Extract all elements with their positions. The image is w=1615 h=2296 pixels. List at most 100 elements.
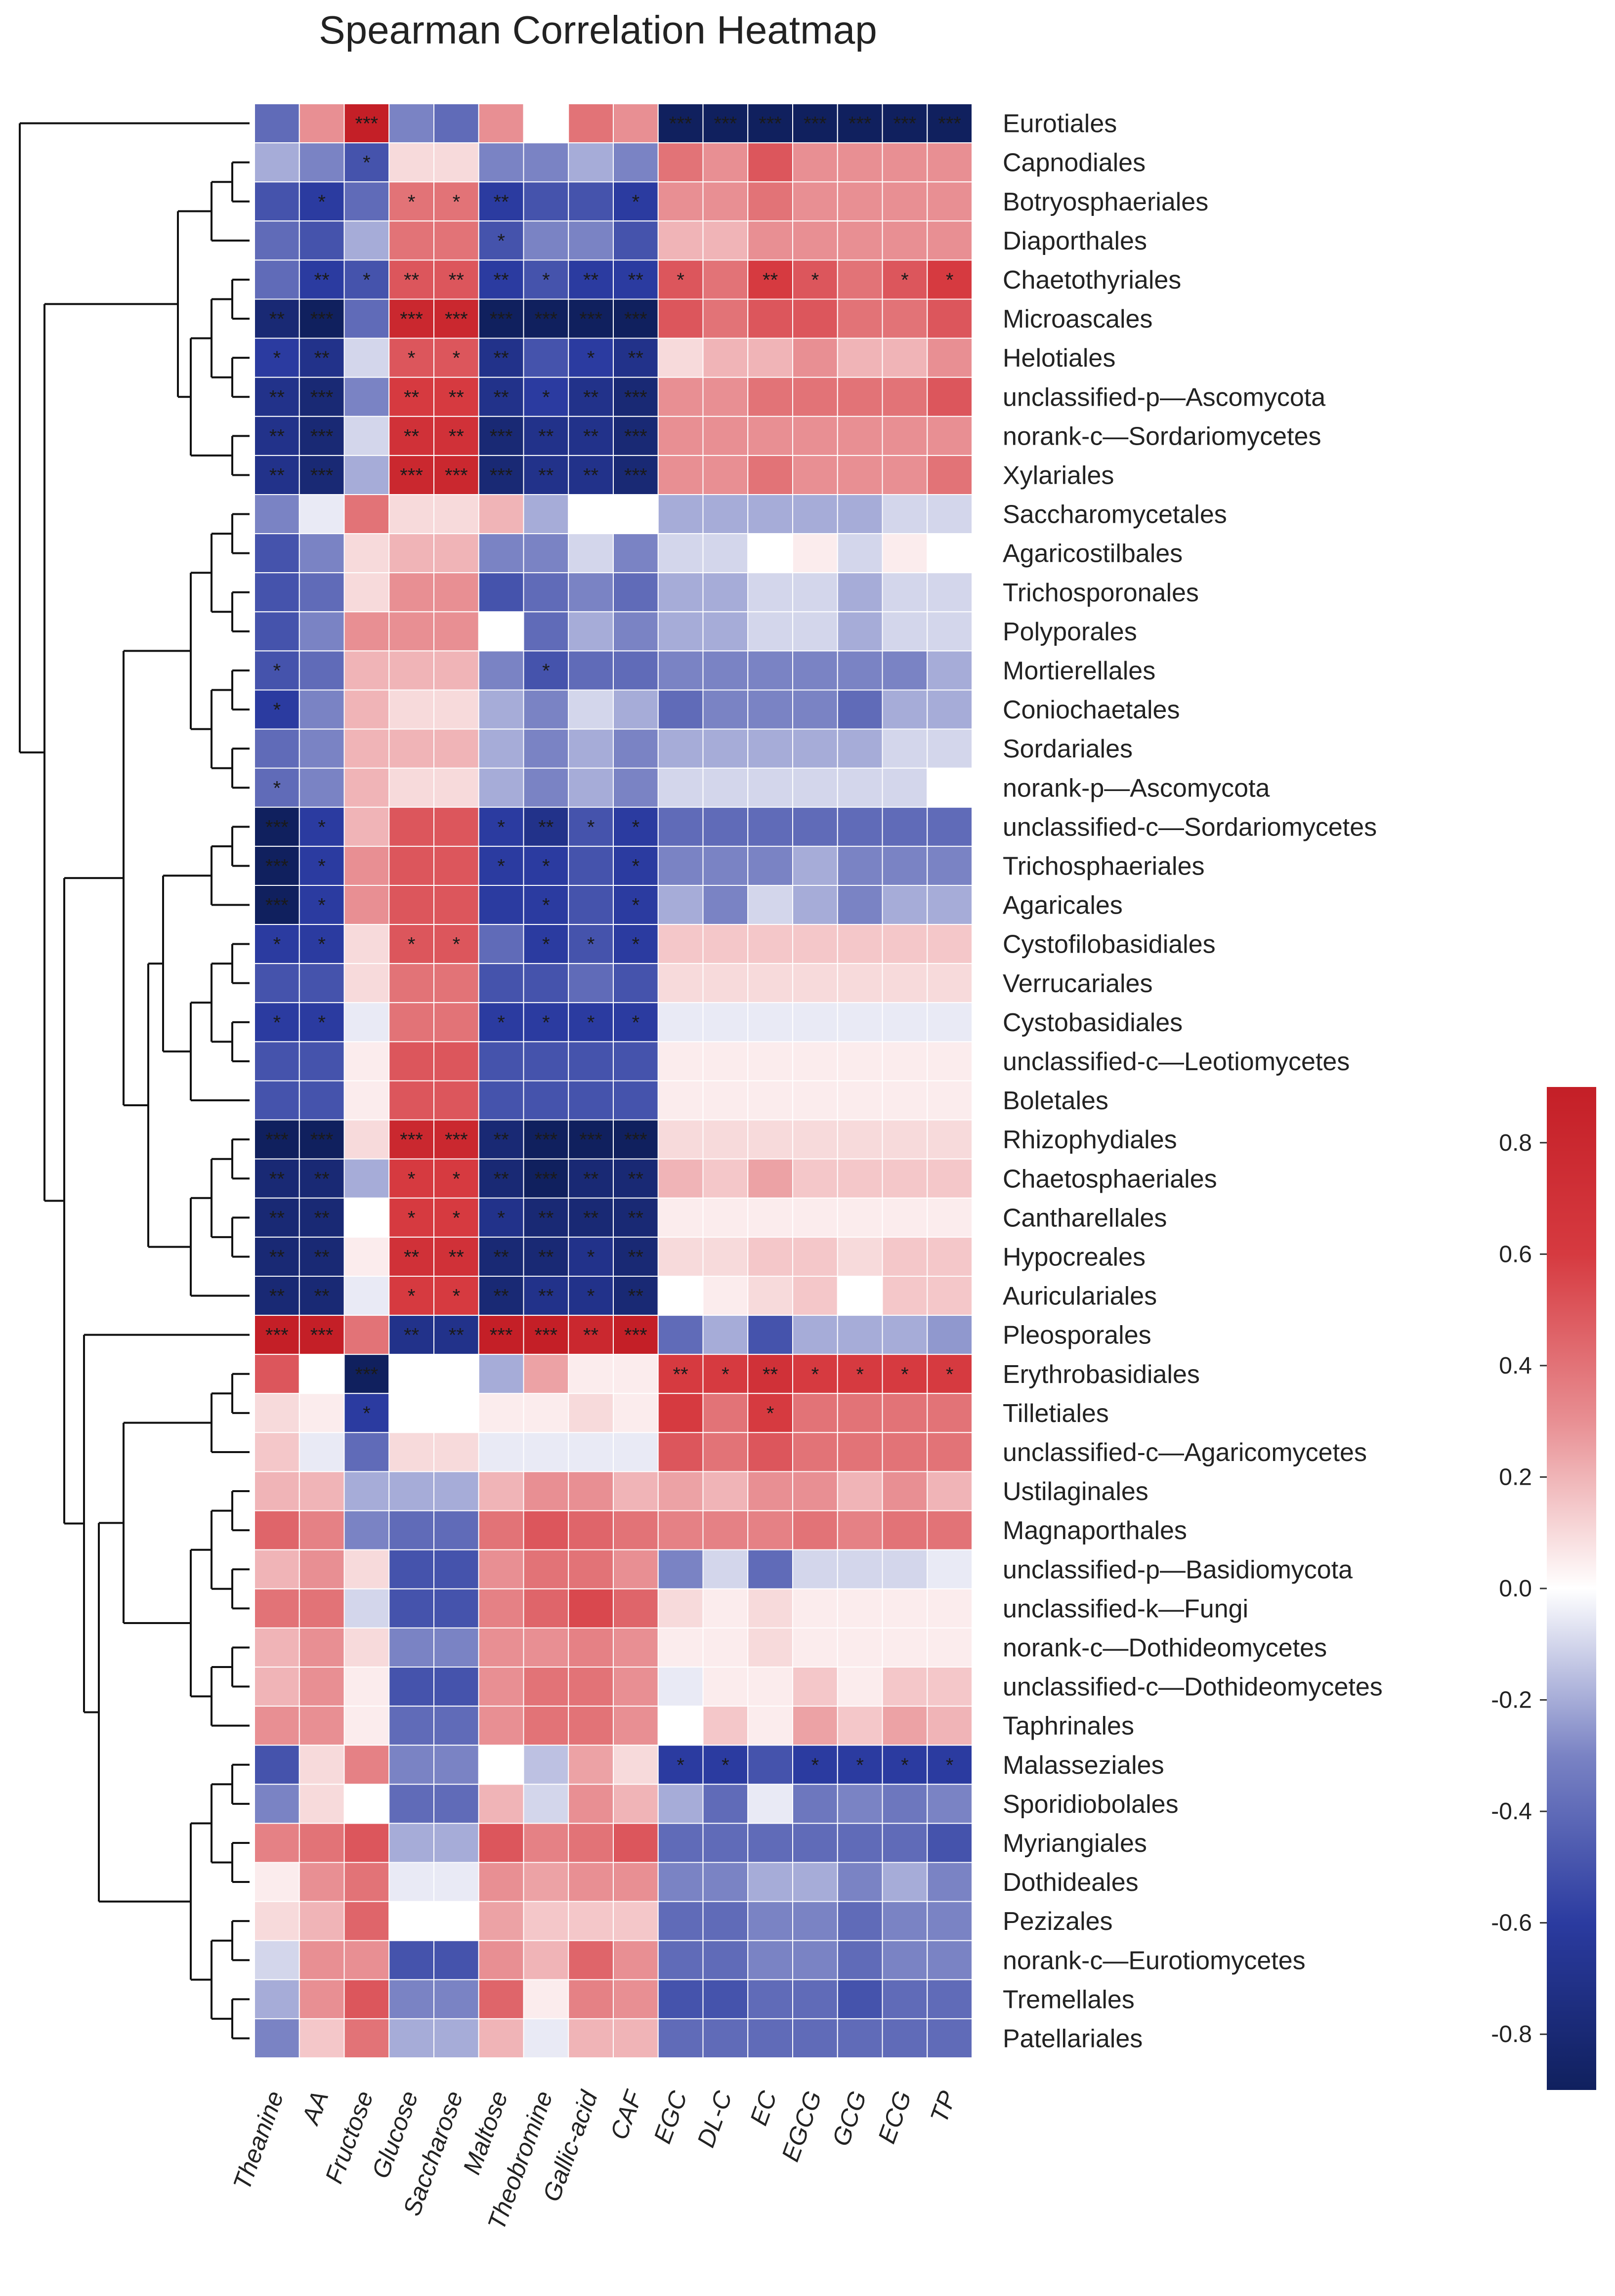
significance-mark: *** <box>445 1129 468 1151</box>
heatmap-cell <box>433 1471 479 1511</box>
heatmap-cell <box>388 806 434 847</box>
heatmap-cell <box>747 1471 793 1511</box>
heatmap-cell <box>882 1002 928 1043</box>
heatmap-cell <box>523 1510 569 1550</box>
significance-mark: ** <box>538 1207 553 1229</box>
heatmap-cell <box>388 1080 434 1121</box>
heatmap-cell <box>837 1862 883 1902</box>
significance-mark: *** <box>400 1129 423 1151</box>
significance-mark: *** <box>804 113 827 135</box>
heatmap-cell <box>433 1549 479 1589</box>
heatmap-cell <box>254 1197 300 1238</box>
heatmap-cell <box>254 416 300 456</box>
heatmap-cell <box>388 1393 434 1433</box>
heatmap-cell <box>568 689 614 730</box>
heatmap-cell <box>882 1549 928 1589</box>
heatmap-cell <box>568 1471 614 1511</box>
heatmap-cell <box>927 1588 973 1628</box>
heatmap-cell <box>882 845 928 886</box>
significance-mark: *** <box>579 1129 602 1151</box>
heatmap-cell <box>298 533 345 574</box>
heatmap-cell <box>702 1041 749 1082</box>
heatmap-cell <box>433 1588 479 1628</box>
heatmap-cell <box>523 259 569 300</box>
heatmap-cell <box>613 885 659 925</box>
column-label: DL-C <box>692 2087 738 2151</box>
heatmap-cell <box>927 1119 973 1160</box>
row-label: Dothideales <box>1003 1868 1139 1897</box>
heatmap-cell <box>298 885 345 925</box>
significance-mark: ** <box>269 308 285 330</box>
heatmap-cell <box>747 1432 793 1472</box>
significance-mark: * <box>318 934 326 956</box>
heatmap-cell <box>433 2018 479 2058</box>
heatmap-cell <box>433 924 479 964</box>
heatmap-cell <box>523 963 569 1003</box>
column-label: Theanine <box>228 2087 289 2194</box>
heatmap-cell <box>927 1627 973 1668</box>
heatmap-cell <box>702 767 749 808</box>
heatmap-cell <box>343 337 390 378</box>
heatmap-cell <box>837 1667 883 1707</box>
significance-mark: * <box>901 269 909 291</box>
heatmap-cell <box>792 533 838 574</box>
heatmap-cell <box>298 376 345 417</box>
heatmap-cell <box>568 1979 614 2019</box>
heatmap-cell <box>478 1354 524 1394</box>
column-label: EC <box>745 2087 783 2129</box>
significance-mark: ** <box>583 425 598 447</box>
significance-mark: ** <box>763 1364 778 1385</box>
heatmap-cell <box>792 845 838 886</box>
heatmap-cell <box>568 767 614 808</box>
heatmap-cell <box>523 689 569 730</box>
heatmap-cell <box>298 845 345 886</box>
heatmap-cell <box>478 103 524 144</box>
significance-mark: * <box>408 347 416 369</box>
heatmap-cell <box>657 1862 704 1902</box>
heatmap-cell <box>747 103 793 144</box>
significance-mark: * <box>946 1364 954 1385</box>
significance-mark: * <box>632 855 640 877</box>
heatmap-cell <box>568 2018 614 2058</box>
heatmap-cell <box>882 767 928 808</box>
significance-mark: *** <box>265 895 289 917</box>
heatmap-cell <box>388 142 434 183</box>
heatmap-cell <box>433 1315 479 1355</box>
heatmap-cell <box>613 1432 659 1472</box>
heatmap-cell <box>523 1667 569 1707</box>
heatmap-cell <box>927 1041 973 1082</box>
heatmap-cell <box>478 1432 524 1472</box>
significance-mark: ** <box>538 425 553 447</box>
significance-mark: *** <box>310 425 334 447</box>
heatmap-cell <box>837 494 883 535</box>
colorbar-tick-label: -0.8 <box>1491 2021 1532 2047</box>
heatmap-cell <box>837 1236 883 1277</box>
column-label: GCG <box>827 2087 872 2150</box>
colorbar-tick-label: 0.4 <box>1499 1353 1532 1379</box>
heatmap-cell <box>792 220 838 261</box>
heatmap-cell <box>433 1784 479 1824</box>
heatmap-cell <box>433 963 479 1003</box>
heatmap-cell <box>882 924 928 964</box>
heatmap-cell <box>702 1627 749 1668</box>
significance-mark: ** <box>449 269 464 291</box>
heatmap-cell <box>613 455 659 496</box>
heatmap-cell <box>657 416 704 456</box>
heatmap-cell <box>837 259 883 300</box>
heatmap-cell <box>343 376 390 417</box>
heatmap-cell <box>657 1041 704 1082</box>
significance-mark: ** <box>269 1286 285 1307</box>
heatmap-cell <box>657 259 704 300</box>
heatmap-cell <box>478 1197 524 1238</box>
significance-mark: * <box>363 269 371 291</box>
heatmap-cell <box>882 1706 928 1746</box>
heatmap-cell <box>882 220 928 261</box>
significance-mark: ** <box>583 1168 598 1190</box>
heatmap-cell <box>882 1901 928 1941</box>
heatmap-cell <box>613 1354 659 1394</box>
heatmap-cell <box>433 572 479 613</box>
heatmap-cell <box>613 767 659 808</box>
significance-mark: *** <box>310 386 334 408</box>
heatmap-cell <box>478 689 524 730</box>
row-label: unclassified-c—Dothideomycetes <box>1003 1673 1383 1702</box>
